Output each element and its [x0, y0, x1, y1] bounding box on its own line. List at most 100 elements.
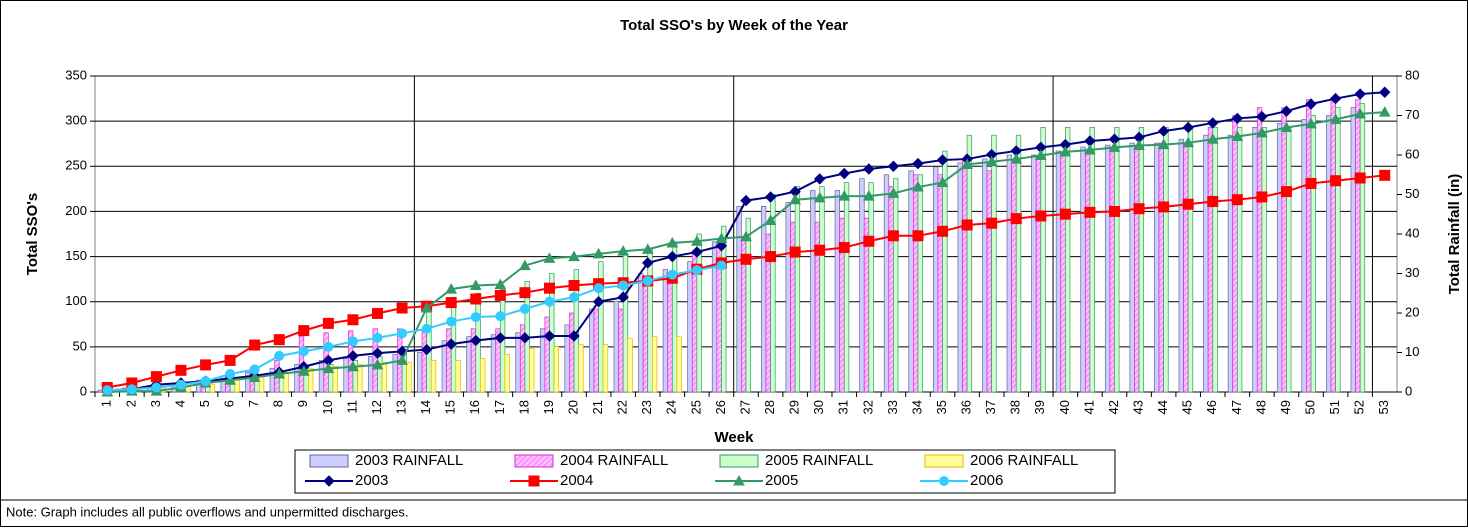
point [568, 250, 580, 262]
x-tick-label: 17 [492, 400, 507, 414]
point [1354, 172, 1366, 184]
bar [1015, 134, 1022, 393]
point [494, 289, 506, 301]
point [863, 235, 875, 247]
bar [745, 217, 751, 393]
point [1158, 201, 1170, 213]
x-tick-label: 25 [688, 400, 703, 414]
x-tick-label: 12 [369, 400, 384, 414]
y-tick-label: 0 [80, 383, 87, 398]
x-tick-label: 1 [99, 400, 114, 407]
bar [794, 186, 801, 393]
point [1182, 198, 1194, 210]
x-tick-label: 13 [394, 400, 409, 414]
bar [1236, 126, 1243, 393]
bar [392, 354, 398, 393]
bar [1114, 126, 1120, 393]
legend-marker [733, 474, 745, 486]
bar [957, 162, 963, 393]
point [617, 245, 630, 256]
point [445, 283, 458, 294]
point [912, 157, 924, 170]
bar [209, 383, 216, 393]
bar [761, 206, 767, 393]
y2-tick-label: 70 [1405, 107, 1419, 122]
point [887, 160, 900, 172]
legend-marker [323, 475, 335, 487]
bar [1134, 146, 1140, 393]
bar [1310, 115, 1316, 393]
point [494, 278, 507, 290]
bar [1065, 126, 1071, 393]
point [592, 296, 605, 308]
x-tick-label: 47 [1229, 400, 1244, 414]
bar [1031, 154, 1037, 393]
legend-label: 2005 [765, 472, 798, 489]
point [420, 302, 433, 313]
bar [932, 166, 939, 393]
bar [1355, 99, 1361, 393]
point [322, 317, 334, 329]
x-tick-label: 36 [959, 400, 974, 414]
point [1378, 106, 1391, 117]
point [519, 287, 531, 299]
bar [1207, 126, 1214, 393]
y2-axis-label: Total Rainfall (in) [1446, 174, 1463, 295]
point [765, 251, 777, 263]
bar [1330, 99, 1336, 393]
legend-label: 2003 [355, 472, 388, 489]
y-tick-label: 350 [65, 67, 87, 82]
bar [966, 134, 973, 393]
point [1231, 194, 1243, 206]
x-tick-label: 6 [222, 400, 237, 407]
point [396, 302, 408, 314]
point [1329, 92, 1342, 105]
bar [430, 360, 437, 393]
bar [1080, 146, 1086, 393]
point [1059, 208, 1071, 220]
x-tick-label: 31 [836, 400, 851, 414]
bar [258, 375, 265, 393]
bar [381, 362, 388, 393]
point [421, 323, 432, 334]
x-tick-label: 46 [1204, 400, 1219, 414]
bar [1129, 142, 1135, 393]
bar [1138, 126, 1145, 393]
legend-swatch [309, 454, 349, 468]
y2-tick-label: 0 [1405, 383, 1412, 398]
bar [1276, 123, 1283, 393]
bar [1011, 162, 1017, 393]
point [667, 269, 678, 280]
x-tick-label: 49 [1278, 400, 1293, 414]
x-tick-label: 29 [787, 400, 802, 414]
bar [671, 241, 678, 393]
bar [638, 273, 644, 393]
point [1206, 133, 1219, 144]
point [814, 244, 826, 256]
legend-label: 2004 RAINFALL [560, 452, 668, 469]
y2-tick-label: 50 [1405, 186, 1419, 201]
point [789, 246, 801, 258]
y2-tick-label: 20 [1405, 304, 1419, 319]
bar [318, 360, 325, 393]
bar [785, 202, 791, 393]
x-tick-label: 30 [811, 400, 826, 414]
bar [819, 186, 825, 393]
point [249, 339, 261, 351]
bar [1183, 142, 1189, 393]
point [593, 283, 604, 294]
point [372, 307, 384, 319]
point [1059, 145, 1072, 157]
point [519, 259, 531, 271]
point [813, 173, 826, 185]
x-tick-label: 50 [1302, 400, 1317, 414]
x-tick-label: 7 [246, 400, 261, 407]
bar [245, 371, 251, 393]
legend-swatch [514, 454, 554, 468]
bar [1158, 142, 1164, 393]
bar [515, 332, 521, 393]
bar [917, 174, 923, 393]
point [1305, 117, 1317, 129]
bar [504, 354, 510, 393]
